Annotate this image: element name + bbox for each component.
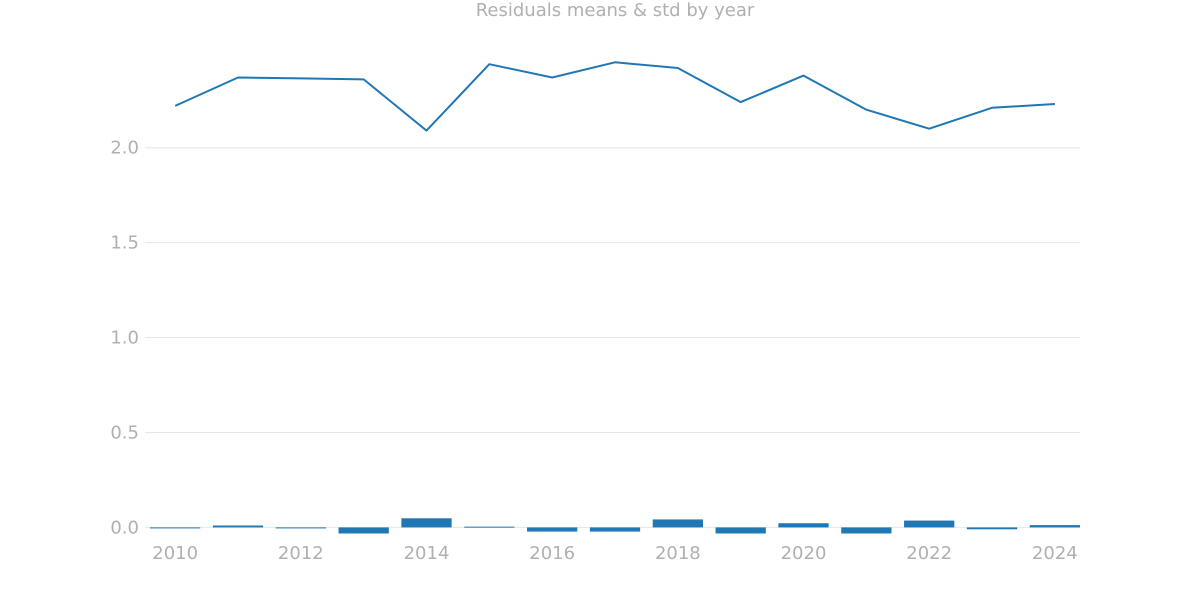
x-tick-label: 2024	[1032, 543, 1078, 564]
x-axis-ticks: 2010 2012 2014 2016 2018 2020 2022 2024	[152, 543, 1078, 564]
y-axis-ticks: 0.0 0.5 1.0 1.5 2.0	[110, 138, 139, 539]
bar-2010	[150, 527, 201, 529]
x-tick-label: 2016	[529, 543, 575, 564]
bar-2023	[966, 527, 1018, 530]
bar-2024	[1029, 525, 1080, 528]
bar-2014	[401, 518, 452, 528]
bar-2013	[338, 527, 389, 534]
y-tick-label: 0.0	[110, 517, 139, 538]
std-line	[174, 61, 1055, 132]
x-tick-label: 2012	[278, 543, 324, 564]
bar-2018	[652, 519, 703, 528]
bar-2019	[715, 527, 766, 534]
bar-2021	[841, 527, 892, 534]
gridlines	[145, 147, 1080, 528]
x-tick-label: 2018	[655, 543, 701, 564]
bar-2016	[527, 527, 578, 532]
y-tick-label: 2.0	[110, 138, 139, 159]
x-tick-label: 2020	[781, 543, 827, 564]
bar-2017	[589, 527, 641, 532]
bar-2015	[464, 526, 515, 528]
y-tick-label: 1.0	[110, 328, 139, 349]
x-tick-label: 2010	[152, 543, 198, 564]
chart-title: Residuals means & std by year	[476, 0, 755, 21]
line-series	[174, 61, 1055, 132]
bar-series	[150, 518, 1080, 534]
y-tick-label: 0.5	[110, 422, 139, 443]
bar-2020	[778, 523, 829, 528]
x-tick-label: 2014	[404, 543, 450, 564]
x-tick-label: 2022	[906, 543, 952, 564]
y-tick-label: 1.5	[110, 233, 139, 254]
bar-2012	[275, 527, 326, 529]
bar-2011	[212, 525, 264, 528]
bar-2022	[904, 520, 955, 528]
